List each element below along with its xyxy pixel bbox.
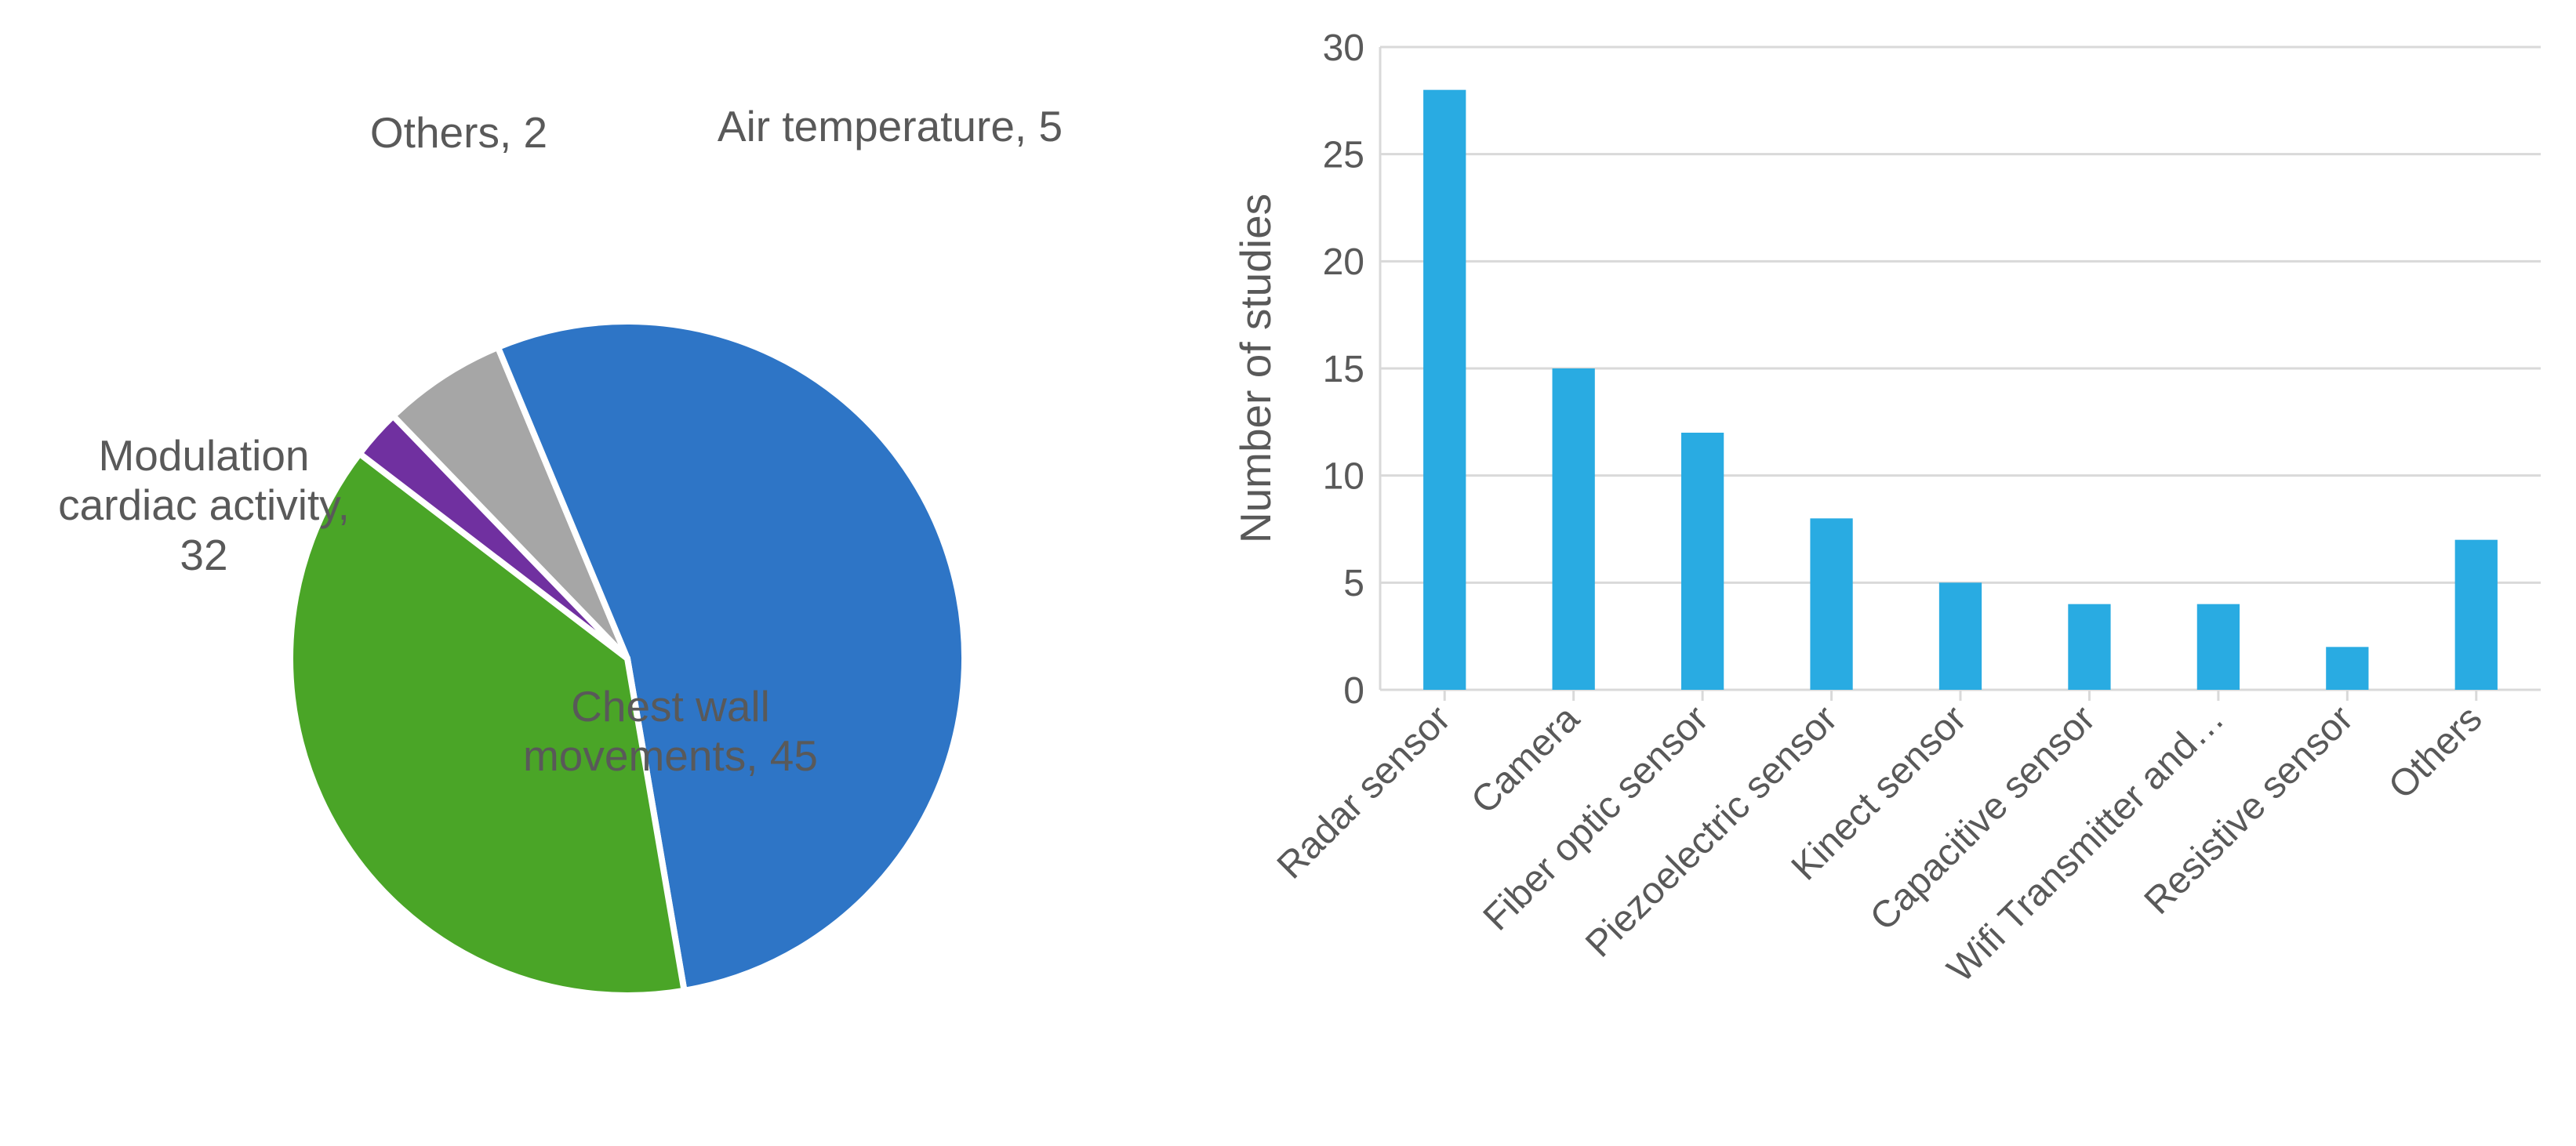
pie-slice-label: Air temperature, 5 (714, 102, 1066, 151)
y-tick-label: 0 (1343, 670, 1364, 712)
x-tick-label: Radar sensor (1270, 698, 1459, 887)
y-tick-label: 20 (1323, 241, 1364, 283)
x-tick-label: Capacitive sensor (1862, 698, 2103, 938)
y-tick-label: 25 (1323, 134, 1364, 176)
bar (2197, 604, 2240, 690)
pie-slice-label: Modulation cardiac activity, 32 (39, 431, 369, 580)
bar (1423, 90, 1466, 690)
bar-chart-svg: 0 5 10 15 20 25 30 Radar sensorCameraFiber opti… (1176, 0, 2576, 1142)
pie-chart-panel: Air temperature, 5 Chest wall movements, … (0, 0, 1176, 1142)
pie-slice-label: Chest wall movements, 45 (486, 682, 855, 782)
y-tick-label: 5 (1343, 563, 1364, 604)
x-tick-label: Others (2381, 698, 2490, 807)
pie-slice-label: Others, 2 (322, 108, 596, 158)
bar (2068, 604, 2110, 690)
bar (1939, 582, 1982, 690)
bar (1681, 433, 1724, 690)
bar (1810, 518, 1852, 690)
bar (2326, 647, 2368, 690)
bar (1553, 368, 1595, 690)
y-axis-label: Number of studies (1231, 194, 1280, 543)
bar (2455, 540, 2498, 690)
x-tick-label: Piezoelectric sensor (1578, 698, 1845, 965)
y-tick-label: 15 (1323, 349, 1364, 390)
y-tick-label: 30 (1323, 27, 1364, 69)
y-tick-label: 10 (1323, 455, 1364, 497)
bar-chart-panel: 0 5 10 15 20 25 30 Radar sensorCameraFiber opti… (1176, 0, 2576, 1142)
x-tick-label: Camera (1463, 698, 1587, 821)
x-tick-label: Fiber optic sensor (1476, 698, 1717, 938)
figure-container: Air temperature, 5 Chest wall movements, … (0, 0, 2576, 1142)
